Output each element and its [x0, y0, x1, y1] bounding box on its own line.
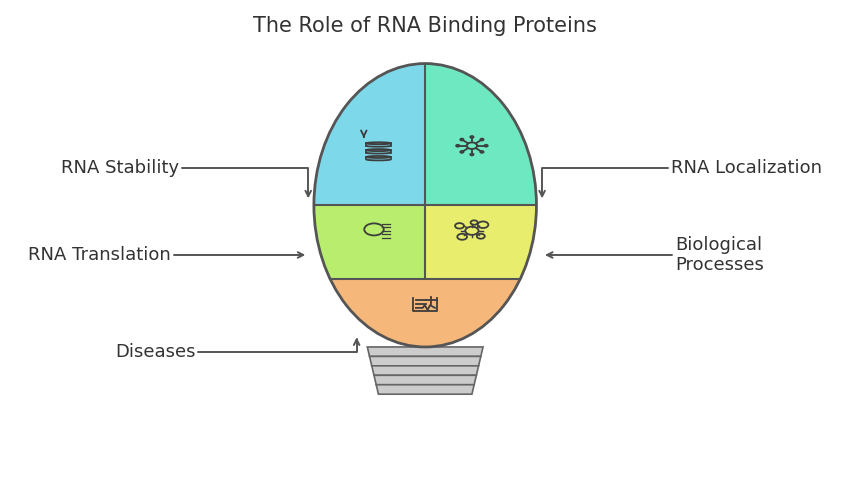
Polygon shape	[425, 205, 537, 279]
Text: RNA Localization: RNA Localization	[671, 159, 822, 177]
Polygon shape	[370, 356, 481, 366]
Polygon shape	[314, 64, 425, 205]
Polygon shape	[374, 376, 476, 384]
Text: Biological
Processes: Biological Processes	[675, 236, 764, 275]
Polygon shape	[330, 279, 521, 347]
Text: RNA Stability: RNA Stability	[61, 159, 179, 177]
Text: The Role of RNA Binding Proteins: The Role of RNA Binding Proteins	[253, 16, 597, 36]
Polygon shape	[425, 64, 537, 205]
Polygon shape	[377, 384, 475, 394]
Text: Diseases: Diseases	[115, 343, 195, 361]
Polygon shape	[314, 205, 425, 279]
Polygon shape	[371, 366, 479, 376]
Polygon shape	[367, 347, 483, 356]
Text: RNA Translation: RNA Translation	[28, 246, 171, 264]
